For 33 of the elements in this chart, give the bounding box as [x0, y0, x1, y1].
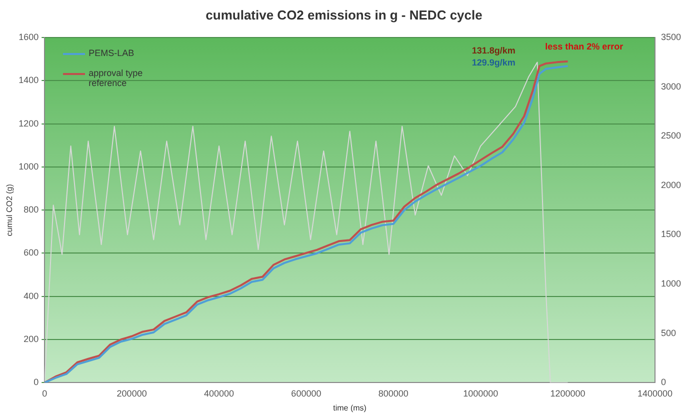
- y-tick-label: 0: [34, 377, 39, 388]
- y-tick-label: 1200: [18, 118, 39, 128]
- x-tick-label: 0: [42, 388, 48, 398]
- x-tick-label: 1400000: [637, 388, 672, 398]
- y-tick-label: 600: [24, 248, 39, 258]
- y-axis-title: cumul CO2 (g): [5, 184, 14, 236]
- y2-tick-label: 2000: [660, 180, 682, 190]
- y2-tick-label: 3500: [660, 32, 682, 42]
- legend-label: approval type reference: [88, 68, 144, 88]
- x-tick-label: 1200000: [550, 388, 586, 398]
- x-tick-label: 800000: [378, 388, 408, 398]
- x-tick-label: 200000: [116, 388, 147, 398]
- y2-tick-label: 3000: [660, 81, 682, 92]
- annotation: 129.9g/km: [472, 58, 516, 68]
- legend-label: PEMS-LAB: [88, 48, 134, 58]
- y-tick-label: 1400: [18, 75, 39, 86]
- annotation: less than 2% error: [545, 42, 624, 52]
- y-tick-label: 200: [24, 334, 39, 344]
- annotation: 131.8g/km: [472, 46, 516, 56]
- y-tick-label: 800: [24, 204, 39, 215]
- x-tick-label: 600000: [291, 388, 322, 398]
- chart-title: cumulative CO2 emissions in g - NEDC cycle: [206, 7, 482, 22]
- y2-tick-label: 1000: [660, 278, 682, 289]
- y2-tick-label: 0: [660, 377, 666, 388]
- x-axis-title: time (ms): [333, 403, 367, 412]
- y-tick-label: 1600: [18, 32, 39, 42]
- y2-tick-label: 1500: [660, 229, 682, 240]
- x-tick-label: 400000: [204, 388, 234, 398]
- y-tick-label: 1000: [18, 161, 39, 172]
- y2-tick-label: 2500: [660, 130, 682, 141]
- y2-tick-label: 500: [660, 328, 676, 338]
- y-tick-label: 400: [24, 290, 39, 301]
- x-tick-label: 1000000: [463, 388, 498, 398]
